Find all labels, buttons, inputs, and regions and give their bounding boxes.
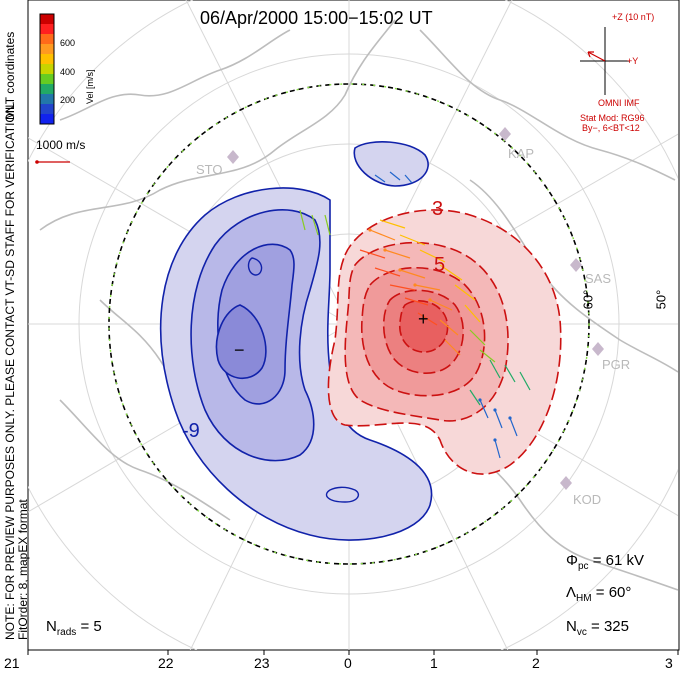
mlt-label-0: 0: [344, 655, 352, 671]
colorbar-swatch: [40, 84, 54, 95]
nrads-value: = 5: [80, 618, 102, 635]
imf-condition-label: By−, 6<BT<12: [582, 123, 640, 133]
colorbar-swatch: [40, 34, 54, 45]
colorbar-swatch: [40, 14, 54, 25]
nvc-value: = 325: [591, 618, 629, 635]
mlt-label-23: 23: [254, 655, 270, 671]
phi-subscript: pc: [577, 561, 589, 572]
mlt-label-3: 3: [665, 655, 673, 671]
mlt-label-22: 22: [158, 655, 174, 671]
map-title: 06/Apr/2000 15:00−15:02 UT: [200, 8, 433, 28]
phi-symbol: Φ: [566, 552, 578, 569]
imf-scale-label: +Z (10 nT): [612, 12, 655, 22]
lambda-symbol: Λ: [566, 584, 577, 601]
nvc-subscript: vc: [576, 627, 587, 638]
mlt-label-2: 2: [532, 655, 540, 671]
nvc-symbol: N: [566, 618, 577, 635]
latitude-label-50: 50°: [653, 289, 669, 310]
velocity-vectors: [299, 171, 531, 459]
colorbar-outline: [39, 13, 55, 125]
imf-model-label: Stat Mod: RG96: [580, 113, 645, 123]
mlt-label-21: 21: [4, 655, 20, 671]
positive-potential-marker: +: [418, 309, 429, 329]
station-markers: [227, 127, 604, 490]
station-kap: KAP: [508, 146, 535, 161]
nrads-symbol: N: [46, 618, 57, 635]
colorbar-swatch: [40, 64, 54, 75]
vector-count: Nvc = 325: [566, 618, 629, 638]
station-sto: STO: [196, 162, 223, 177]
radar-count: Nrads = 5: [46, 618, 102, 638]
nrads-subscript: rads: [56, 627, 77, 638]
colorbar-swatch: [40, 44, 54, 55]
lambda-subscript: HM: [576, 593, 592, 604]
coordinates-label: MLT coordinates: [3, 31, 17, 120]
contour-label-5: 5: [434, 254, 446, 276]
mlt-axis-ticks: [27, 650, 679, 655]
colorbar: [39, 13, 55, 125]
imf-source-label: OMNI IMF: [598, 98, 640, 108]
colorbar-swatch: [40, 54, 54, 65]
imf-y-label: +Y: [627, 56, 639, 66]
colorbar-swatch: [40, 114, 54, 125]
station-kod: KOD: [573, 492, 602, 507]
hm-boundary-vectors: [108, 83, 590, 565]
imf-vector: [587, 51, 606, 62]
colorbar-tick-600: 600: [60, 38, 76, 48]
lambda-value: = 60°: [595, 584, 632, 601]
colorbar-tick-200: 200: [60, 95, 76, 105]
colorbar-tick-400: 400: [60, 67, 76, 77]
hm-boundary-latitude: ΛHM = 60°: [566, 584, 631, 604]
colorbar-swatch: [40, 24, 54, 35]
mlt-label-1: 1: [430, 655, 438, 671]
colorbar-swatch: [40, 94, 54, 105]
cross-polar-potential: Φpc = 61 kV: [566, 552, 644, 572]
contour-label-minus-9: -9: [182, 420, 200, 442]
preview-note: NOTE: FOR PREVIEW PURPOSES ONLY. PLEASE …: [3, 101, 30, 640]
contour-label-3: 3: [432, 198, 444, 220]
scale-vector-label: 1000 m/s: [36, 138, 86, 152]
phi-value: = 61 kV: [592, 552, 644, 569]
negative-potential-cell: [159, 141, 433, 541]
colorbar-swatch: [40, 74, 54, 85]
latitude-label-60: 60°: [580, 289, 596, 310]
colorbar-swatch: [40, 104, 54, 115]
fit-order-line: FitOrder: 8, mapEX format: [16, 499, 30, 640]
negative-potential-marker: −: [234, 340, 245, 360]
station-pgr: PGR: [602, 357, 631, 372]
positive-potential-cell: [327, 209, 562, 475]
colorbar-title: Vel [m/s]: [85, 69, 95, 104]
station-sas: SAS: [585, 271, 612, 286]
scale-vector-origin: [35, 160, 39, 164]
